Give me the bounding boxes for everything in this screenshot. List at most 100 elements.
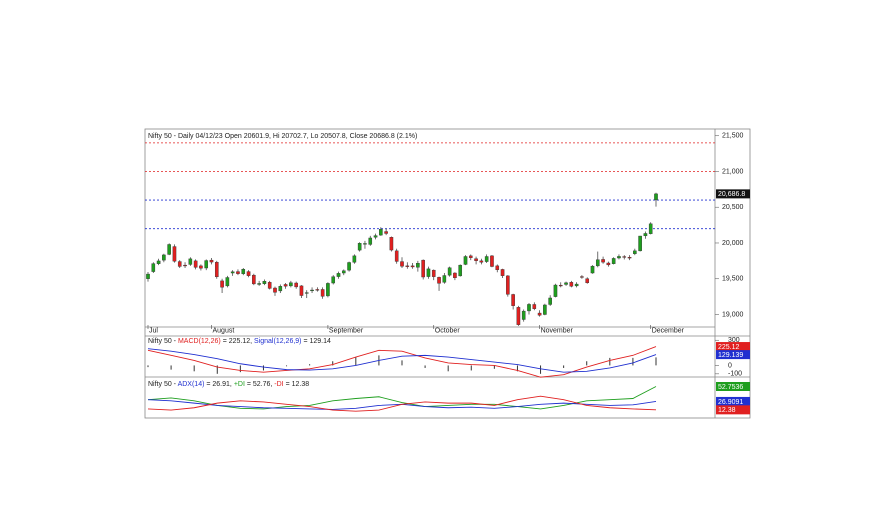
candle-body — [521, 310, 526, 320]
y-tick-label: 19,500 — [722, 276, 744, 283]
candle-body — [421, 259, 425, 278]
candle-body — [294, 282, 298, 288]
candle-body — [299, 285, 304, 296]
panel-title-part: Nifty 50 - — [148, 338, 178, 345]
candle-body — [262, 281, 267, 284]
y-tick-label: 19,000 — [722, 311, 744, 318]
candle-body — [252, 274, 256, 285]
panel-title-part: = 129.14 — [302, 338, 331, 345]
candle-body — [606, 262, 611, 266]
candle-body — [506, 275, 510, 295]
panel-title: Nifty 50 - ADX(14) = 26.91, +DI = 52.76,… — [148, 381, 309, 388]
candle-body — [373, 235, 378, 238]
value-box-label: 129.139 — [718, 352, 743, 359]
candle-body — [347, 262, 351, 271]
value-box — [716, 342, 750, 352]
candle-body — [558, 284, 563, 287]
candle-body — [384, 231, 388, 234]
y-tick-label: 20,000 — [722, 240, 744, 247]
candle-body — [352, 255, 357, 263]
candle-body — [617, 256, 621, 259]
candle-body — [580, 276, 584, 278]
candle-body — [516, 307, 521, 325]
candle-body — [654, 193, 658, 201]
candle-body — [442, 275, 447, 283]
y-tick-label: 300 — [728, 337, 740, 344]
panel-title: Nifty 50 - MACD(12,26) = 225.12, Signal(… — [148, 338, 331, 345]
y-tick-label: 20,500 — [722, 204, 744, 211]
candle-body — [490, 255, 494, 267]
candle-body — [283, 284, 288, 287]
indicator-line — [147, 348, 657, 373]
candle-body — [468, 255, 473, 258]
x-tick-label: Jul — [149, 327, 158, 334]
candle-body — [267, 282, 272, 289]
value-box — [716, 405, 750, 415]
candle-body — [183, 264, 187, 267]
candle-body — [416, 263, 420, 268]
candle-body — [463, 256, 468, 265]
candle-body — [532, 304, 537, 309]
candle-body — [199, 265, 203, 269]
candle-body — [564, 282, 568, 285]
y-tick-label: 21,500 — [722, 133, 744, 140]
candle-body — [447, 267, 452, 276]
candle-body — [410, 265, 415, 268]
y-tick-label: 0 — [728, 362, 732, 369]
candle-body — [553, 284, 558, 297]
candle-body — [569, 282, 574, 287]
candle-body — [257, 283, 261, 285]
candle-body — [595, 259, 600, 267]
candle-body — [627, 257, 632, 259]
candle-body — [601, 259, 605, 263]
candle-body — [209, 259, 214, 263]
panel-title-part: = 52.76, — [245, 381, 274, 388]
candle-body — [527, 304, 531, 312]
candle-body — [363, 243, 367, 245]
panel-title-part: Nifty 50 - — [148, 381, 178, 388]
candle-body — [484, 256, 489, 262]
panel-title-part: = 12.38 — [284, 381, 310, 388]
indicator-line — [147, 395, 657, 412]
candle-body — [622, 256, 627, 258]
candle-body — [167, 244, 171, 255]
panel-title-part: ADX(14) — [178, 381, 205, 388]
candle-body — [479, 260, 484, 263]
frame — [144, 128, 751, 419]
candle-body — [633, 250, 637, 254]
panel-title-part: -DI — [274, 381, 283, 388]
value-box — [716, 189, 750, 199]
candle-body — [320, 289, 325, 297]
candle-body — [590, 265, 595, 274]
candle-body — [511, 294, 515, 306]
candle-body — [437, 277, 441, 284]
candle-body — [643, 233, 648, 237]
candle-body — [289, 282, 293, 287]
candle-body — [368, 237, 373, 245]
y-tick-label: 21,000 — [722, 168, 744, 175]
value-box-label: 20,686.8 — [718, 191, 745, 198]
candle-body — [453, 272, 457, 279]
candle-body — [278, 286, 283, 292]
value-box-label: 52.7536 — [718, 384, 743, 391]
candle-body — [156, 260, 161, 264]
candle-body — [548, 297, 552, 305]
candle-body — [225, 277, 230, 287]
candle-body — [394, 250, 399, 262]
candle-body — [315, 289, 320, 291]
candle-body — [389, 237, 394, 251]
candle-body — [220, 280, 224, 288]
candle-body — [357, 243, 362, 251]
candle-body — [230, 271, 235, 274]
value-box — [716, 350, 750, 360]
candle-body — [426, 268, 431, 277]
value-box — [716, 381, 750, 391]
candle-body — [495, 265, 500, 270]
candle-body — [188, 258, 193, 265]
candle-body — [648, 223, 653, 234]
candle-body — [273, 287, 277, 293]
candle-body — [177, 261, 182, 267]
candle-body — [500, 269, 505, 276]
panel-title-part: = 225.12, — [221, 338, 254, 345]
candle-body — [304, 292, 309, 294]
